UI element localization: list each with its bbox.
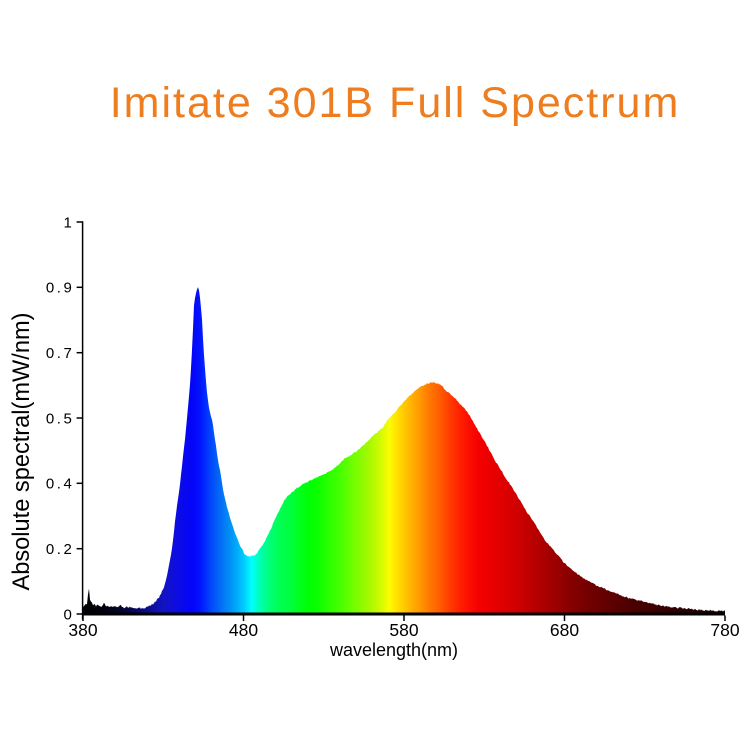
svg-text:0.2: 0.2: [46, 541, 75, 558]
svg-text:480: 480: [229, 620, 258, 640]
svg-text:Absolute spectral(mW/nm): Absolute spectral(mW/nm): [9, 313, 35, 591]
svg-text:780: 780: [710, 620, 739, 640]
svg-text:wavelength(nm): wavelength(nm): [329, 640, 458, 660]
svg-text:1: 1: [64, 214, 75, 231]
svg-text:0: 0: [64, 606, 75, 623]
svg-text:0.7: 0.7: [46, 345, 75, 362]
svg-text:0.4: 0.4: [46, 476, 75, 493]
svg-text:580: 580: [389, 620, 418, 640]
svg-text:Imitate 301B Full Spectrum: Imitate 301B Full Spectrum: [110, 79, 681, 127]
svg-text:0.5: 0.5: [46, 410, 75, 427]
svg-text:380: 380: [68, 620, 97, 640]
svg-text:680: 680: [550, 620, 579, 640]
svg-text:0.9: 0.9: [46, 280, 75, 297]
